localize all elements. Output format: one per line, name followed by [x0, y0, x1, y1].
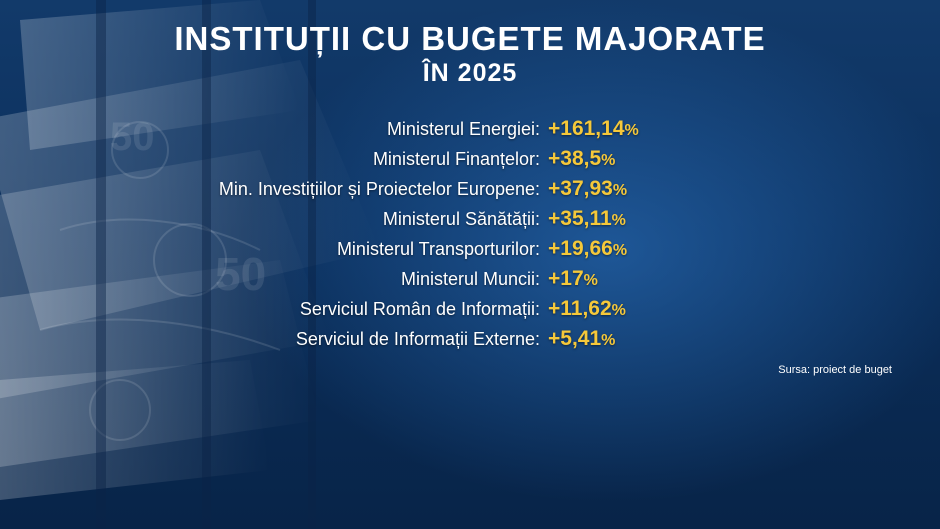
- percent-sign: %: [611, 212, 626, 229]
- increase-number: +161,14: [548, 117, 625, 140]
- increase-value: +17%: [548, 267, 598, 291]
- page-title: INSTITUȚII CU BUGETE MAJORATE: [174, 20, 766, 57]
- page-subtitle: ÎN 2025: [422, 59, 518, 87]
- list-item: Ministerul Sănătății: +35,11%: [150, 204, 690, 234]
- budget-increase-list: Ministerul Energiei: +161,14% Ministerul…: [150, 114, 690, 354]
- increase-number: +11,62: [548, 297, 612, 320]
- svg-text:50: 50: [215, 248, 266, 300]
- list-item: Serviciul de Informații Externe: +5,41%: [150, 324, 690, 354]
- increase-number: +19,66: [548, 237, 613, 260]
- increase-value: +11,62%: [548, 297, 626, 321]
- institution-label: Min. Investițiilor și Proiectelor Europe…: [218, 178, 540, 199]
- list-item: Ministerul Energiei: +161,14%: [150, 114, 690, 144]
- increase-value: +38,5%: [548, 147, 615, 171]
- percent-sign: %: [601, 332, 616, 349]
- institution-label: Ministerul Energiei:: [386, 118, 540, 139]
- list-item: Serviciul Român de Informații: +11,62%: [150, 294, 690, 324]
- percent-sign: %: [612, 242, 628, 259]
- increase-number: +37,93: [548, 177, 613, 200]
- increase-value: +35,11%: [548, 207, 626, 231]
- header: INSTITUȚII CU BUGETE MAJORATE ÎN 2025: [0, 20, 940, 88]
- percent-sign: %: [624, 122, 639, 139]
- institution-label: Serviciul de Informații Externe:: [295, 328, 540, 349]
- source-note: Sursa: proiect de buget: [778, 364, 892, 376]
- institution-label: Ministerul Finanțelor:: [372, 148, 540, 169]
- increase-number: +5,41: [548, 327, 602, 350]
- list-item: Ministerul Finanțelor: +38,5%: [150, 144, 690, 174]
- percent-sign: %: [583, 272, 598, 289]
- institution-label: Ministerul Muncii:: [400, 268, 540, 289]
- increase-value: +161,14%: [548, 117, 639, 141]
- increase-value: +5,41%: [548, 327, 615, 351]
- list-item: Ministerul Transporturilor: +19,66%: [150, 234, 690, 264]
- percent-sign: %: [611, 302, 626, 319]
- percent-sign: %: [601, 152, 616, 169]
- increase-number: +35,11: [548, 207, 612, 230]
- institution-label: Ministerul Sănătății:: [382, 208, 540, 229]
- institution-label: Ministerul Transporturilor:: [336, 238, 540, 259]
- increase-value: +19,66%: [548, 237, 627, 261]
- list-item: Min. Investițiilor și Proiectelor Europe…: [150, 174, 690, 204]
- increase-number: +17: [548, 267, 584, 290]
- increase-number: +38,5: [548, 147, 602, 170]
- list-item: Ministerul Muncii: +17%: [150, 264, 690, 294]
- svg-text:50: 50: [110, 115, 155, 159]
- institution-label: Serviciul Român de Informații:: [299, 298, 540, 319]
- percent-sign: %: [612, 182, 628, 199]
- increase-value: +37,93%: [548, 177, 627, 201]
